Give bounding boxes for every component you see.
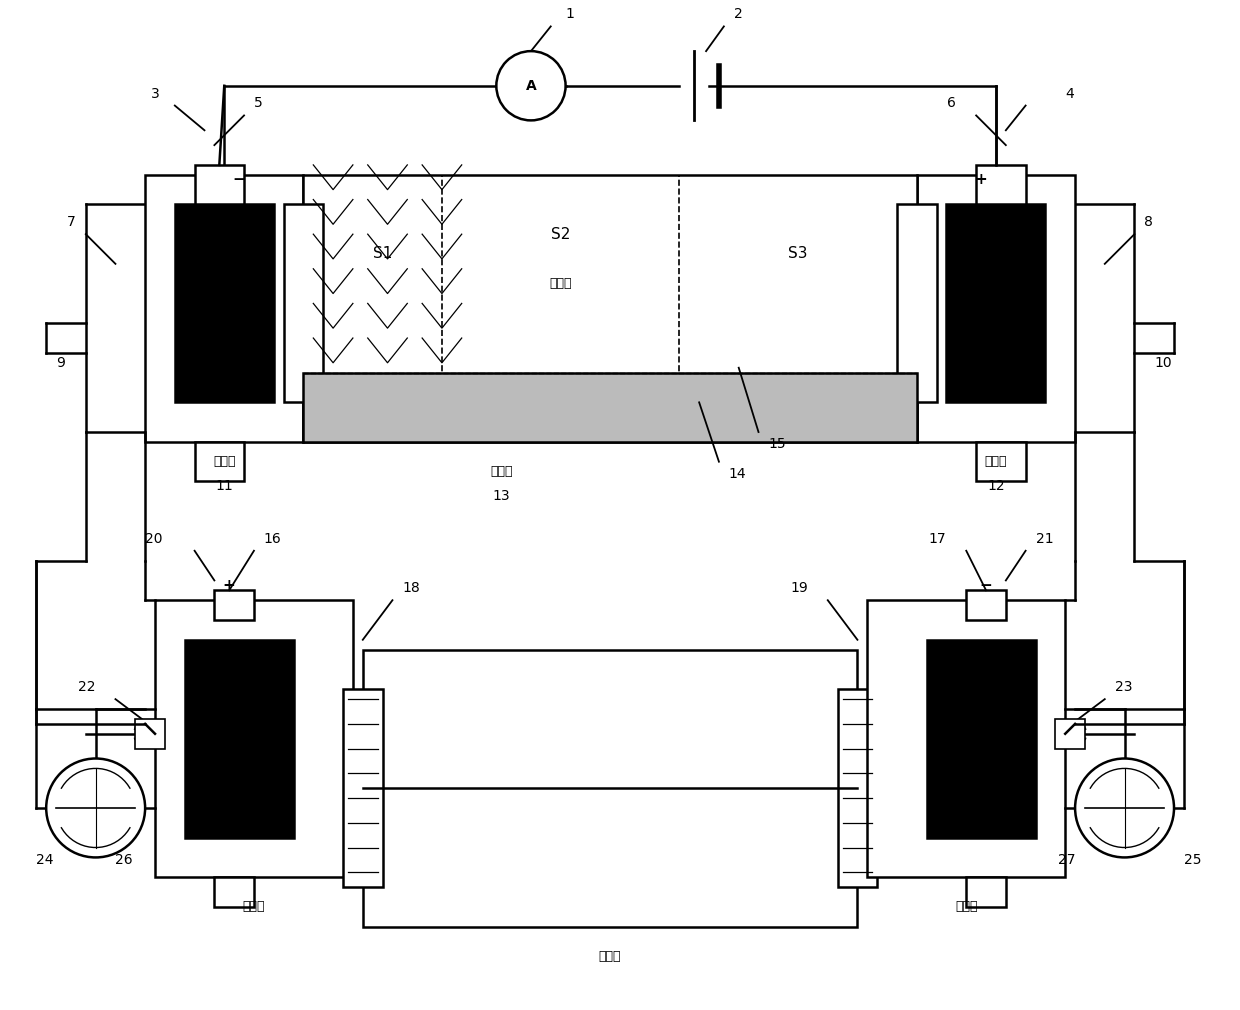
Text: 16: 16: [264, 532, 281, 545]
Text: 污泥床: 污泥床: [549, 277, 572, 290]
Text: 17: 17: [929, 532, 946, 545]
Bar: [976, 165, 1025, 204]
Bar: [304, 175, 916, 442]
Text: 19: 19: [790, 582, 808, 595]
Text: 20: 20: [145, 532, 162, 545]
Bar: [926, 639, 1035, 837]
Circle shape: [46, 759, 145, 857]
Text: 3: 3: [151, 87, 160, 101]
Text: 电解槽: 电解槽: [599, 949, 621, 963]
Bar: [304, 373, 916, 442]
Text: 4: 4: [1065, 87, 1074, 101]
Text: S3: S3: [789, 246, 807, 262]
Bar: [966, 878, 1006, 907]
Text: S2: S2: [551, 226, 570, 241]
Text: 1: 1: [565, 7, 574, 21]
Text: 15: 15: [769, 437, 786, 451]
Bar: [195, 165, 244, 204]
Circle shape: [496, 52, 565, 120]
Text: +: +: [223, 578, 236, 593]
Bar: [916, 175, 1075, 442]
Bar: [343, 689, 383, 887]
Text: 11: 11: [216, 480, 233, 494]
Bar: [867, 600, 1065, 878]
Bar: [215, 590, 254, 620]
Text: +: +: [975, 173, 987, 187]
Text: 21: 21: [1035, 532, 1053, 545]
Bar: [195, 442, 244, 482]
Text: 阴极室: 阴极室: [213, 456, 236, 469]
Text: 14: 14: [729, 467, 746, 481]
Text: 10: 10: [1154, 356, 1172, 370]
Bar: [135, 719, 165, 748]
Bar: [185, 639, 294, 837]
Text: 阳极室: 阳极室: [243, 900, 265, 913]
Text: 22: 22: [78, 680, 95, 694]
Text: 23: 23: [1115, 680, 1132, 694]
Text: 27: 27: [1058, 853, 1075, 868]
Bar: [145, 175, 304, 442]
Text: −: −: [980, 578, 992, 593]
Bar: [215, 878, 254, 907]
Text: 5: 5: [254, 97, 263, 110]
Bar: [175, 204, 274, 402]
Bar: [946, 204, 1045, 402]
Text: 2: 2: [734, 7, 743, 21]
Circle shape: [1075, 759, 1174, 857]
Text: 13: 13: [492, 489, 510, 503]
Bar: [966, 590, 1006, 620]
Text: 6: 6: [947, 97, 956, 110]
Bar: [1055, 719, 1085, 748]
Text: 阳极室: 阳极室: [985, 456, 1007, 469]
Text: 9: 9: [56, 356, 64, 370]
Text: 7: 7: [67, 215, 76, 229]
Bar: [155, 600, 353, 878]
Text: 电解槽: 电解槽: [490, 465, 512, 478]
Text: 8: 8: [1145, 215, 1153, 229]
Text: 26: 26: [115, 853, 133, 868]
Bar: [284, 204, 324, 402]
Text: 25: 25: [1184, 853, 1202, 868]
Bar: [897, 204, 936, 402]
Text: 12: 12: [987, 480, 1004, 494]
Bar: [838, 689, 877, 887]
Bar: [363, 649, 857, 927]
Text: A: A: [526, 79, 537, 93]
Text: 阴极室: 阴极室: [955, 900, 977, 913]
Text: 24: 24: [36, 853, 53, 868]
Bar: [976, 442, 1025, 482]
Text: −: −: [233, 173, 246, 187]
Text: 18: 18: [402, 582, 420, 595]
Text: S1: S1: [373, 246, 392, 262]
